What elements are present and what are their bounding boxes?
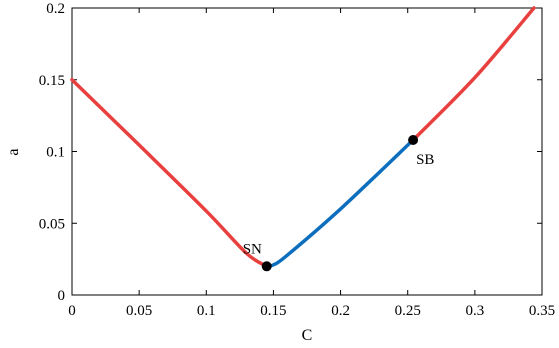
x-axis-label: C (302, 327, 313, 344)
x-tick-label: 0.2 (331, 303, 350, 319)
series-line-1 (264, 138, 415, 269)
y-tick-label: 0.05 (39, 216, 65, 232)
point-marker-sn (261, 261, 272, 272)
x-tick-label: 0.35 (529, 303, 555, 319)
y-tick-label: 0.1 (46, 145, 65, 161)
x-tick-label: 0.25 (395, 303, 421, 319)
y-tick-label: 0.15 (39, 73, 65, 89)
points-layer: SN SB (243, 135, 434, 272)
x-tick-label: 0 (68, 303, 76, 319)
x-tick-label: 0.05 (126, 303, 152, 319)
x-tick-label: 0.15 (260, 303, 286, 319)
y-axis-label: a (5, 148, 22, 155)
series-line-0 (70, 78, 269, 269)
point-marker-sb (408, 135, 419, 146)
y-tick-label: 0 (58, 288, 66, 304)
point-label-sn: SN (243, 241, 262, 257)
series-layer (70, 6, 536, 269)
x-tick-label: 0.3 (465, 303, 484, 319)
x-tick-label: 0.1 (197, 303, 216, 319)
point-label-sb: SB (416, 152, 434, 168)
ticks-layer: 0 0.05 0.1 0.15 0.2 0.25 0.3 0.35 0 0.05 0.1 0.15 0.… (39, 1, 555, 319)
y-tick-label: 0.2 (46, 1, 65, 17)
series-line-2 (411, 6, 536, 142)
plot-frame (71, 7, 543, 296)
